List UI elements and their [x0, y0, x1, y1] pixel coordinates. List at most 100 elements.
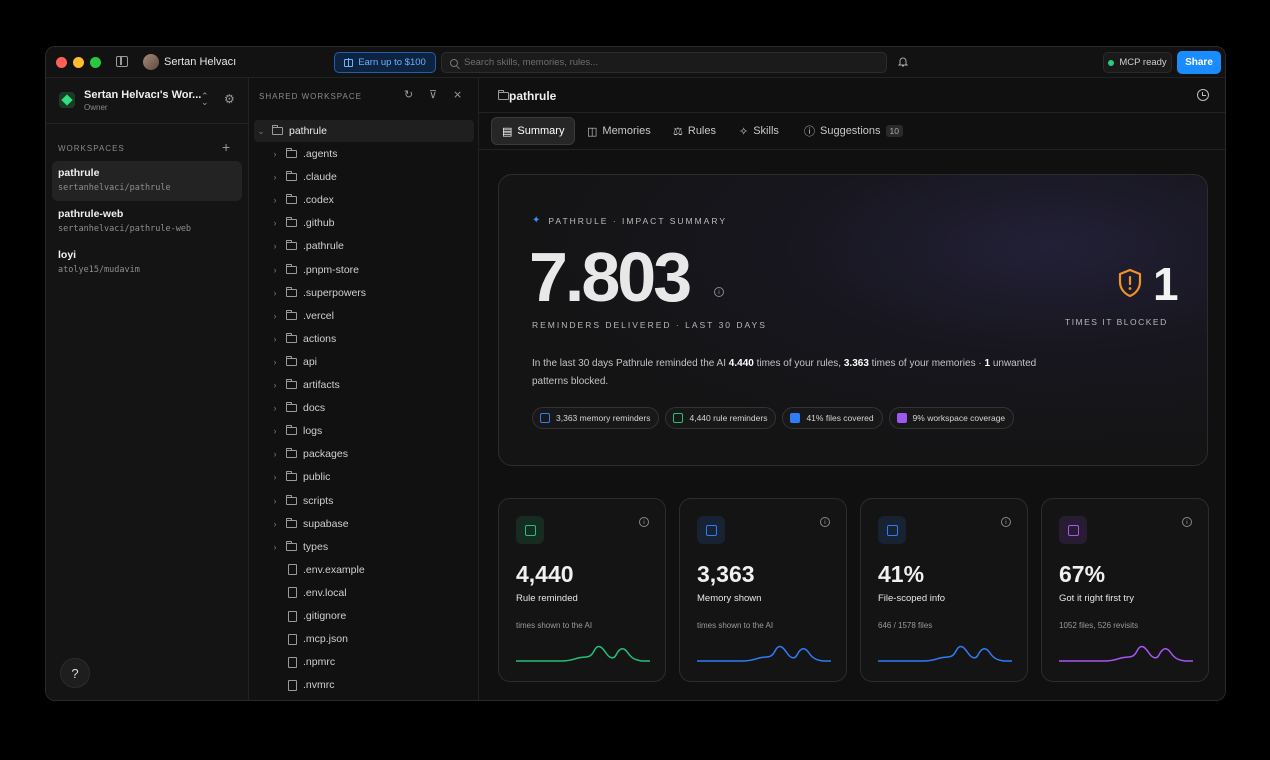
stat-card[interactable]: i 4,440 Rule reminded times shown to the AI	[498, 498, 666, 682]
workspace-switcher[interactable]: Sertan Helvacı's Wor... Owner ⌃ ⌄ ⚙	[46, 78, 248, 124]
tree-folder-item[interactable]: › .github	[254, 212, 474, 234]
workspace-logo-icon	[59, 92, 75, 108]
share-button[interactable]: Share	[1177, 51, 1221, 74]
chevron-right-icon: ›	[273, 195, 277, 206]
chevron-right-icon: ›	[273, 333, 277, 344]
search-input[interactable]	[464, 57, 864, 68]
tree-root-folder[interactable]: ⌄ pathrule	[254, 120, 474, 142]
tree-folder-item[interactable]: › .agents	[254, 143, 474, 165]
workspace-coverage-chip[interactable]: 9% workspace coverage	[888, 407, 1015, 429]
earn-button[interactable]: Earn up to $100	[334, 52, 436, 73]
stat-title: Got it right first try	[1059, 593, 1134, 604]
tree-folder-item[interactable]: › public	[254, 466, 474, 488]
tree-folder-item[interactable]: › .pathrule	[254, 235, 474, 257]
folder-icon	[285, 332, 297, 343]
tree-item-label: .codex	[303, 194, 334, 207]
add-workspace-icon[interactable]: +	[222, 139, 231, 155]
tab-memories[interactable]: ◫ Memories	[577, 117, 661, 145]
sidebar-toggle-icon[interactable]	[116, 56, 128, 67]
sidebar-item-workspace[interactable]: loyi atolye15/mudavim	[52, 243, 242, 283]
tree-folder-item[interactable]: › packages	[254, 443, 474, 465]
file-icon	[288, 610, 297, 622]
bell-icon[interactable]	[898, 56, 908, 67]
info-icon[interactable]: i	[639, 517, 649, 527]
filter-icon[interactable]: ⊽	[429, 89, 438, 101]
rule-reminders-chip[interactable]: 4,440 rule reminders	[665, 407, 777, 429]
close-window-button[interactable]	[56, 57, 67, 68]
tree-file-item[interactable]: .env.example	[254, 559, 474, 581]
tree-item-label: .claude	[303, 171, 337, 184]
refresh-icon[interactable]: ↻	[404, 89, 414, 101]
tree-folder-item[interactable]: › .codex	[254, 189, 474, 211]
tree-file-item[interactable]: .env.local	[254, 582, 474, 604]
tree-folder-item[interactable]: › .superpowers	[254, 282, 474, 304]
tree-item-label: artifacts	[303, 379, 340, 391]
app-window: Sertan Helvacı Earn up to $100 MCP ready…	[45, 46, 1226, 701]
title-bar: Sertan Helvacı Earn up to $100 MCP ready…	[46, 47, 1225, 78]
tab-rules[interactable]: ⚖ Rules	[663, 117, 726, 145]
sidebar-item-workspace[interactable]: pathrule-web sertanhelvaci/pathrule-web	[52, 202, 242, 242]
chevron-right-icon: ›	[273, 541, 277, 552]
stat-subtitle: 1052 files, 526 revisits	[1059, 621, 1139, 630]
tab-summary[interactable]: ▤ Summary	[491, 117, 576, 145]
tree-root-label: pathrule	[289, 125, 327, 137]
stat-card[interactable]: i 3,363 Memory shown times shown to the AI	[679, 498, 847, 682]
info-icon[interactable]: i	[820, 517, 830, 527]
history-clock-icon[interactable]	[1197, 89, 1209, 101]
info-icon[interactable]: i	[1182, 517, 1192, 527]
info-icon[interactable]: i	[1001, 517, 1011, 527]
chevron-right-icon: ›	[273, 403, 277, 414]
minimize-window-button[interactable]	[73, 57, 84, 68]
folder-icon	[285, 494, 297, 505]
tree-folder-item[interactable]: › artifacts	[254, 374, 474, 396]
tree-file-item[interactable]: .gitignore	[254, 605, 474, 627]
file-icon	[288, 564, 297, 576]
tree-folder-item[interactable]: › actions	[254, 328, 474, 350]
file-icon	[288, 633, 297, 645]
tree-folder-item[interactable]: › api	[254, 351, 474, 373]
tree-folder-item[interactable]: › types	[254, 536, 474, 558]
book-icon	[697, 516, 725, 544]
tree-file-item[interactable]: .mcp.json	[254, 628, 474, 650]
blocked-count-value: 1	[1153, 258, 1179, 310]
mcp-status[interactable]: MCP ready	[1103, 52, 1172, 73]
stat-card[interactable]: i 41% File-scoped info 646 / 1578 files	[860, 498, 1028, 682]
maximize-window-button[interactable]	[90, 57, 101, 68]
help-button[interactable]: ?	[60, 658, 90, 688]
info-icon[interactable]: i	[714, 287, 724, 297]
status-dot-icon	[1108, 59, 1115, 66]
chip-label: 3,363 memory reminders	[556, 413, 651, 423]
stat-card[interactable]: i 67% Got it right first try 1052 files, 52…	[1041, 498, 1209, 682]
gear-icon[interactable]: ⚙	[224, 92, 235, 106]
user-name[interactable]: Sertan Helvacı	[164, 56, 237, 68]
tree-folder-item[interactable]: › supabase	[254, 513, 474, 535]
tree-folder-item[interactable]: › .vercel	[254, 305, 474, 327]
avatar[interactable]	[143, 54, 159, 70]
database-icon	[896, 413, 907, 423]
tab-suggestions[interactable]: ⓘ Suggestions 10	[794, 117, 913, 145]
workspace-item-path: sertanhelvaci/pathrule	[58, 183, 171, 193]
workspace-item-name: pathrule	[58, 167, 100, 179]
sidebar-item-workspace[interactable]: pathrule sertanhelvaci/pathrule	[52, 161, 242, 201]
tree-item-label: logs	[303, 425, 323, 438]
memory-reminders-chip[interactable]: 3,363 memory reminders	[532, 407, 660, 429]
folder-icon	[285, 425, 297, 436]
sparkles-icon: ✧	[739, 125, 749, 138]
tree-folder-item[interactable]: › .claude	[254, 166, 474, 188]
tree-folder-item[interactable]: › .pnpm-store	[254, 259, 474, 281]
summary-doc-icon: ▤	[502, 125, 513, 138]
main-panel: pathrule ▤ Summary ◫ Memories ⚖ Rules ✧ …	[479, 78, 1225, 700]
files-covered-chip[interactable]: 41% files covered	[782, 407, 883, 429]
tree-file-item[interactable]: .nvmrc	[254, 674, 474, 696]
chevron-right-icon: ›	[273, 218, 277, 229]
collapse-all-icon[interactable]: ⨯	[453, 89, 463, 101]
chevron-updown-icon[interactable]: ⌃ ⌄	[201, 91, 209, 107]
tree-folder-item[interactable]: › docs	[254, 397, 474, 419]
tab-skills[interactable]: ✧ Skills	[729, 117, 789, 145]
search-bar[interactable]	[441, 52, 887, 73]
list-check-icon	[516, 516, 544, 544]
file-icon	[878, 516, 906, 544]
tree-folder-item[interactable]: › scripts	[254, 490, 474, 512]
tree-file-item[interactable]: .npmrc	[254, 651, 474, 673]
tree-folder-item[interactable]: › logs	[254, 420, 474, 442]
